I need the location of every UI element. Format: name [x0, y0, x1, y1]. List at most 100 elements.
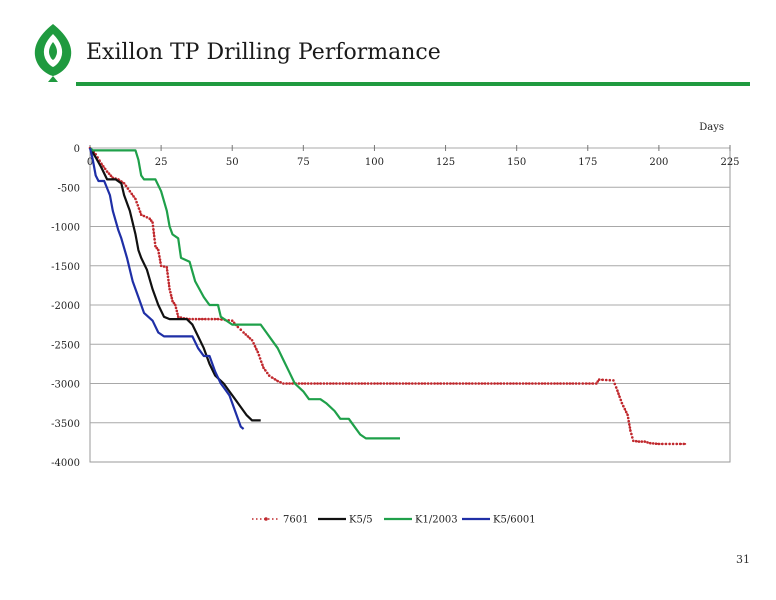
series-point-7601: [266, 371, 269, 375]
series-point-7601: [168, 288, 171, 291]
series-point-7601: [300, 382, 304, 385]
series-point-7601: [204, 317, 207, 321]
series-point-7601: [628, 423, 631, 426]
series-point-7601: [436, 382, 440, 385]
series-point-7601: [338, 382, 342, 385]
series-point-7601: [242, 331, 245, 334]
series-point-7601: [175, 309, 179, 313]
series-point-7601: [388, 382, 392, 385]
series-point-7601: [414, 382, 417, 385]
series-point-7601: [157, 251, 161, 255]
series-point-7601: [122, 182, 126, 185]
series-point-7601: [136, 204, 140, 207]
series-point-7601: [423, 382, 427, 385]
series-point-7601: [153, 241, 157, 245]
series-point-7601: [643, 440, 646, 443]
series-point-7601: [166, 275, 170, 279]
series-point-7601: [562, 382, 565, 385]
x-tick-label: 200: [649, 157, 668, 168]
series-point-7601: [152, 234, 156, 238]
series-point-7601: [246, 335, 250, 338]
x-tick-label: 100: [365, 157, 384, 168]
series-point-7601: [170, 296, 174, 300]
series-point-7601: [322, 382, 326, 385]
series-point-7601: [102, 165, 105, 168]
series-point-7601: [256, 350, 260, 354]
series-point-7601: [584, 382, 588, 385]
series-point-7601: [279, 381, 282, 384]
series-point-7601: [148, 217, 151, 220]
series-point-7601: [521, 382, 525, 385]
series-point-7601: [174, 303, 177, 307]
series-point-7601: [461, 382, 465, 385]
series-point-7601: [559, 382, 562, 385]
series-point-7601: [474, 382, 477, 385]
series-point-7601: [360, 382, 364, 385]
series-point-7601: [398, 382, 402, 385]
series-point-7601: [574, 382, 578, 385]
series-point-7601: [109, 174, 113, 177]
legend-entry: K5/6001: [493, 515, 536, 526]
series-point-7601: [626, 416, 630, 420]
y-tick-label: -4000: [51, 458, 80, 469]
series-point-7601: [646, 441, 649, 444]
series-point-7601: [601, 378, 604, 382]
series-point-7601: [213, 317, 217, 321]
series-point-7601: [622, 404, 625, 408]
series-point-7601: [194, 317, 198, 321]
series-point-7601: [518, 382, 522, 385]
series-point-7601: [169, 290, 172, 294]
logo-leaf-core: [49, 42, 57, 60]
series-point-7601: [158, 254, 161, 258]
series-point-7601: [480, 382, 484, 385]
series-point-7601: [313, 382, 316, 385]
series-point-7601: [174, 306, 178, 310]
series-point-7601: [630, 432, 633, 436]
series-point-7601: [159, 264, 163, 268]
series-point-7601: [531, 382, 534, 385]
series-point-7601: [617, 392, 620, 396]
series-point-7601: [270, 376, 274, 379]
series-point-7601: [341, 382, 345, 385]
series-point-7601: [232, 321, 236, 325]
series-point-7601: [675, 442, 678, 446]
series-point-7601: [634, 439, 638, 443]
series-point-7601: [568, 382, 572, 385]
series-point-7601: [145, 216, 149, 219]
series-point-7601: [137, 207, 141, 210]
series-point-7601: [556, 382, 559, 385]
x-tick-label: 125: [436, 157, 455, 168]
series-point-7601: [543, 382, 547, 385]
series-point-7601: [239, 328, 243, 332]
series-point-7601: [142, 214, 146, 218]
series-point-7601: [267, 374, 271, 377]
y-tick-label: -500: [58, 183, 80, 194]
series-point-7601: [668, 442, 671, 446]
y-tick-label: -2500: [51, 340, 80, 351]
series-point-7601: [619, 398, 623, 402]
y-tick-label: -1000: [51, 223, 80, 234]
series-point-7601: [134, 197, 137, 201]
series-point-7601: [135, 200, 138, 204]
series-point-7601: [103, 167, 107, 171]
y-tick-label: 0: [74, 144, 80, 155]
series-point-7601: [155, 246, 159, 250]
series-point-7601: [528, 382, 531, 385]
series-point-7601: [612, 379, 615, 382]
x-tick-label: 0: [87, 157, 93, 168]
series-point-7601: [159, 261, 162, 264]
series-point-7601: [107, 172, 111, 175]
series-point-7601: [664, 442, 668, 446]
series-point-7601: [282, 382, 285, 385]
series-point-7601: [252, 342, 255, 345]
series-point-7601: [616, 389, 619, 392]
y-tick-label: -1500: [51, 262, 80, 273]
series-point-7601: [366, 382, 370, 385]
series-point-7601: [490, 382, 493, 385]
series-point-7601: [162, 265, 166, 268]
series-point-7601: [250, 339, 254, 342]
series-point-7601: [130, 192, 133, 196]
x-tick-label: 175: [578, 157, 597, 168]
series-point-7601: [628, 426, 632, 429]
